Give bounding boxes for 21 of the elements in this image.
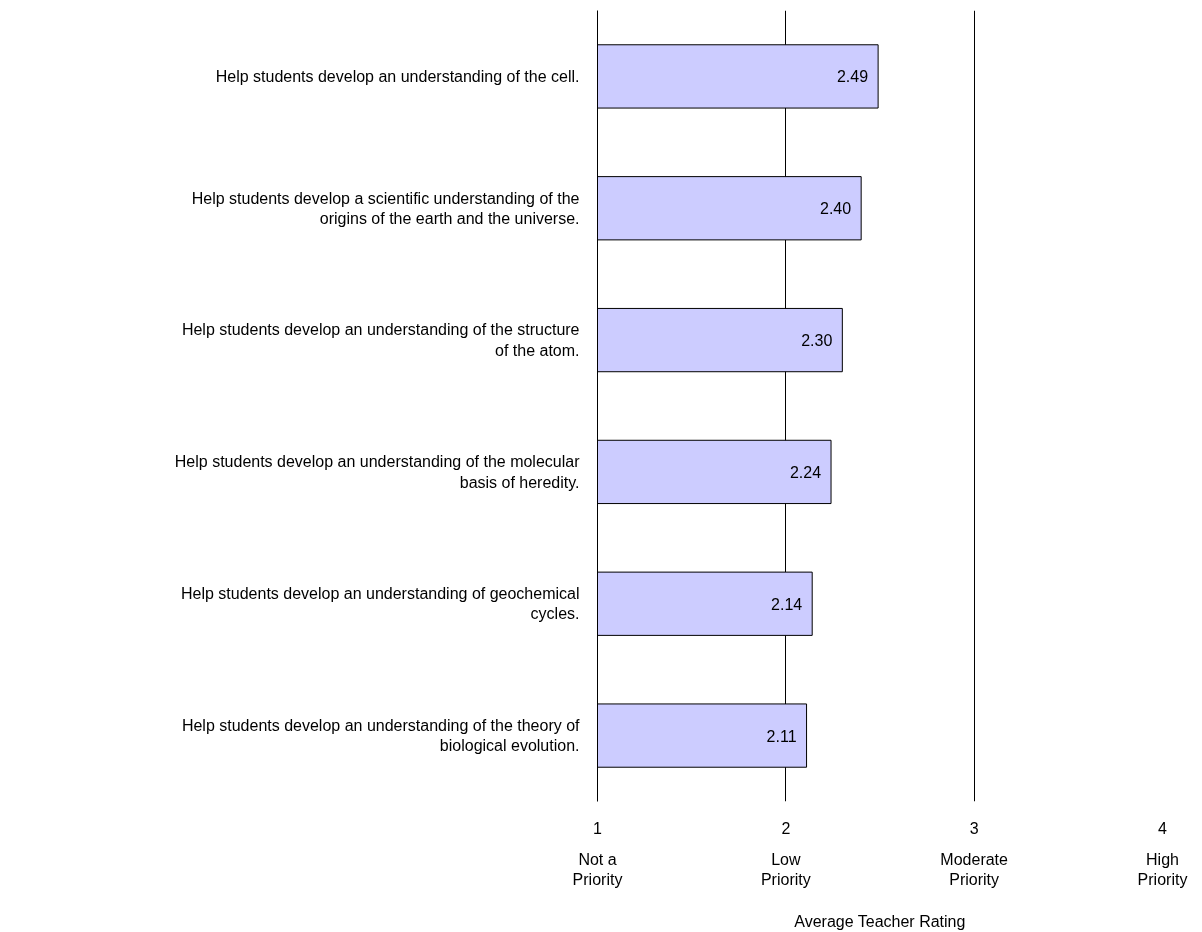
- y-tick-label: Help students develop an understanding of geochemical cycles.: [181, 585, 580, 623]
- data-label: 2.30: [801, 332, 833, 350]
- data-label: 2.40: [820, 200, 852, 218]
- text: Moderate Priority: [940, 850, 1009, 888]
- y-tick-label: Help students develop a scientific understanding of the origins of the earth and the universe.: [191, 189, 580, 227]
- y-tick-label: Help students develop an understanding of the cell.: [215, 67, 580, 85]
- y-tick-label: Help students develop an understanding of the molecular basis of heredity.: [174, 453, 581, 491]
- data-label: 2.49: [836, 68, 869, 86]
- text: Not a Priority: [572, 850, 623, 888]
- data-label: 2.24: [789, 463, 822, 481]
- x-axis-title: Average Teacher Rating: [794, 912, 966, 930]
- text: Low Priority: [760, 850, 811, 888]
- data-label: 2.11: [766, 727, 797, 745]
- x-tick-label: 2: [781, 819, 791, 837]
- x-tick-label: 4: [1158, 819, 1168, 837]
- y-tick-label: Help students develop an understanding of the theory of biological evolution.: [181, 716, 581, 755]
- y-tick-label: Help students develop an understanding of the structure of the atom.: [181, 321, 580, 359]
- text: High Priority: [1137, 850, 1188, 888]
- x-tick-label: 1: [593, 819, 603, 837]
- x-tick-label: 3: [969, 819, 979, 837]
- data-label: 2.14: [771, 595, 803, 613]
